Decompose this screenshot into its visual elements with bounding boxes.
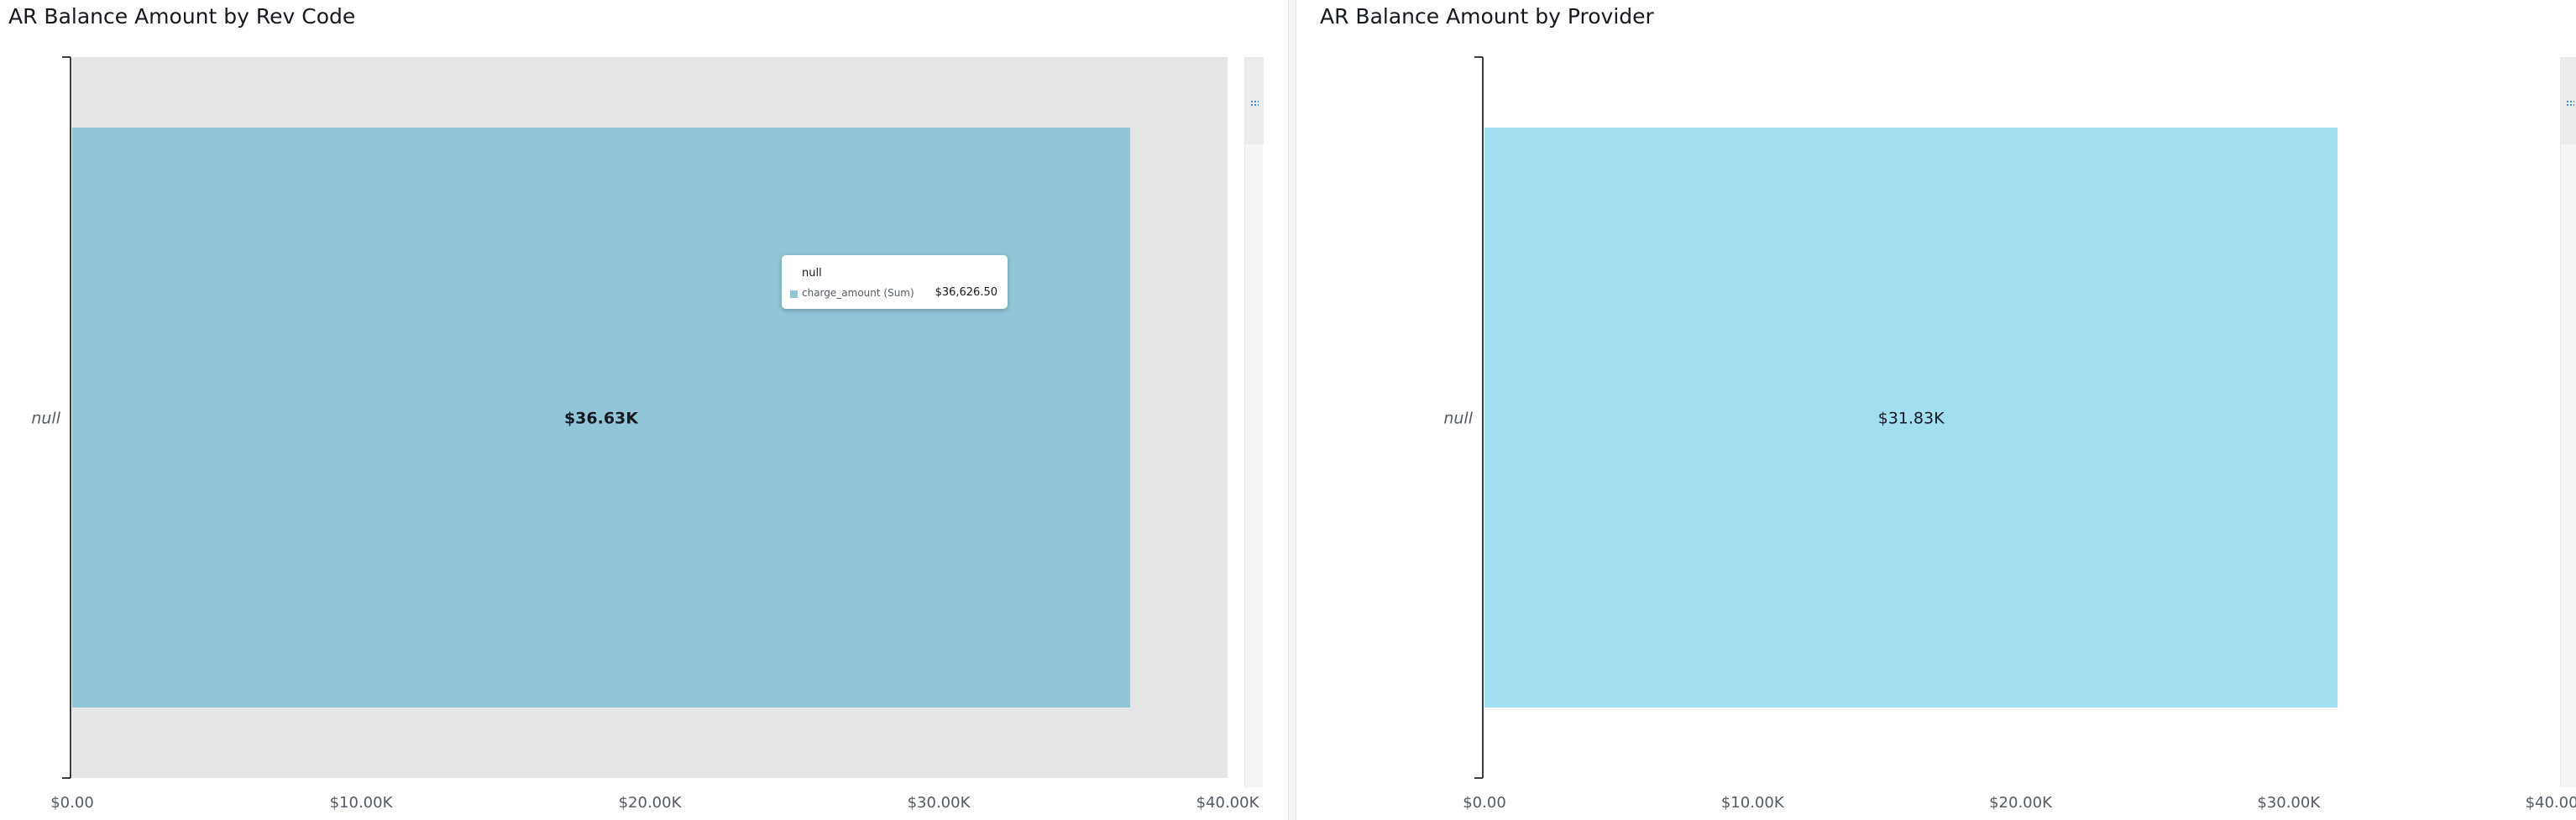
x-tick-label: $20.00K xyxy=(1989,794,2053,812)
visual-panel-rev-code: AR Balance Amount by Rev Code $36.63K nul… xyxy=(0,0,1283,820)
panel-divider xyxy=(1288,0,1296,820)
scrollbar-handle[interactable] xyxy=(1245,57,1264,144)
x-tick-label: $20.00K xyxy=(619,794,683,812)
panel-title: AR Balance Amount by Rev Code xyxy=(8,4,356,29)
chart-scrollbar[interactable] xyxy=(2560,57,2576,787)
bar-data-label: $31.83K xyxy=(1878,410,1945,428)
tooltip-title: null xyxy=(802,267,822,279)
x-tick-label: $10.00K xyxy=(330,794,394,812)
scrollbar-handle[interactable] xyxy=(2561,57,2576,144)
x-tick-label: $30.00K xyxy=(2257,794,2321,812)
grip-dots-icon xyxy=(2566,101,2574,106)
chart-scrollbar[interactable] xyxy=(1244,57,1264,787)
tooltip-series-swatch xyxy=(790,290,798,298)
panel-title: AR Balance Amount by Provider xyxy=(1320,4,1654,29)
chart-tooltip: null charge_amount (Sum) $36,626.50 xyxy=(782,255,1008,309)
bar xyxy=(1484,128,2338,708)
x-tick-label: $0.00 xyxy=(50,794,94,812)
bar-chart-rev-code[interactable]: $36.63K null $0.00 $10.00K $20.00K $30.00K $40… xyxy=(0,0,1283,820)
category-label: null xyxy=(31,410,60,428)
tooltip-series-label: charge_amount (Sum) xyxy=(802,287,914,299)
category-label: null xyxy=(1443,410,1473,428)
bar xyxy=(72,128,1130,708)
x-tick-label: $0.00 xyxy=(1463,794,1506,812)
x-tick-label: $10.00K xyxy=(1721,794,1785,812)
x-tick-label: $30.00K xyxy=(908,794,971,812)
x-tick-label: $40.00K xyxy=(1196,794,1260,812)
x-tick-label: $40.00K xyxy=(2526,794,2576,812)
grip-dots-icon xyxy=(1250,101,1259,106)
tooltip-series-value: $36,626.50 xyxy=(935,286,997,299)
visual-panel-provider: AR Balance Amount by Provider $31.83K nul… xyxy=(1303,0,2576,820)
bar-chart-provider[interactable]: $31.83K null $0.00 $10.00K $20.00K $30.00K $40… xyxy=(1303,0,2576,820)
bar-data-label: $36.63K xyxy=(564,410,639,428)
